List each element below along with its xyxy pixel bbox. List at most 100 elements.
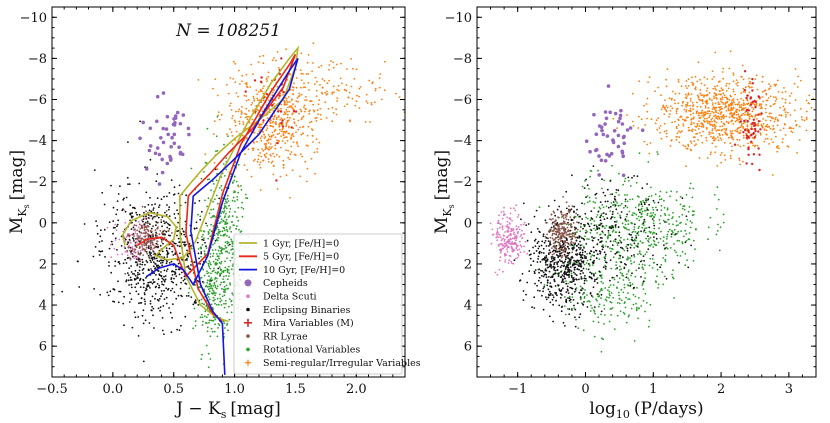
data-point: [287, 96, 290, 98]
data-point: [573, 307, 576, 309]
data-point: [168, 228, 171, 230]
data-point: [632, 293, 635, 296]
data-point: [538, 268, 541, 271]
data-point: [691, 210, 694, 213]
data-point: [611, 247, 613, 250]
data-point: [277, 115, 280, 118]
data-point: [217, 327, 219, 329]
data-point: [549, 242, 551, 245]
data-point: [553, 244, 556, 247]
data-point: [622, 291, 625, 294]
data-point: [193, 261, 196, 264]
data-point: [581, 202, 583, 205]
data-point: [683, 235, 685, 238]
data-point: [603, 304, 606, 307]
data-point: [114, 239, 117, 241]
data-point: [265, 152, 268, 155]
data-point: [231, 256, 234, 259]
data-point: [721, 98, 724, 100]
legend-dot-marker: [246, 307, 250, 312]
data-point: [278, 155, 281, 158]
data-point: [210, 216, 213, 219]
data-point: [567, 282, 569, 285]
data-point: [250, 63, 253, 66]
data-point: [668, 214, 670, 216]
data-point: [604, 245, 607, 248]
data-point: [212, 284, 215, 287]
data-point: [729, 142, 732, 145]
data-point: [613, 328, 616, 330]
data-point: [141, 258, 144, 261]
left-xtick-label: 0.0: [103, 382, 124, 397]
data-point: [565, 201, 568, 204]
data-point: [687, 85, 690, 87]
data-point: [769, 85, 772, 88]
data-point: [732, 138, 735, 141]
data-point: [581, 253, 584, 256]
data-point: [732, 80, 735, 83]
data-point: [721, 71, 724, 73]
data-point: [583, 203, 586, 205]
data-point: [226, 311, 229, 314]
data-point: [506, 248, 508, 251]
data-point: [295, 141, 298, 144]
data-point: [501, 228, 504, 231]
data-point: [264, 146, 267, 149]
data-point: [712, 87, 715, 90]
data-point: [631, 214, 633, 216]
isochrone-2: [136, 53, 297, 323]
data-point: [231, 292, 234, 294]
data-point: [518, 248, 521, 251]
data-point: [243, 164, 246, 167]
data-point: [547, 296, 550, 299]
data-point: [374, 101, 376, 104]
data-point: [208, 298, 211, 301]
data-point: [632, 287, 635, 289]
data-point: [134, 207, 136, 210]
data-point: [610, 301, 613, 304]
data-point: [564, 258, 567, 261]
data-point: [578, 235, 581, 238]
data-point: [615, 191, 618, 194]
data-point: [213, 198, 216, 201]
data-point: [597, 321, 600, 324]
data-point: [190, 167, 193, 170]
data-point: [710, 135, 712, 138]
data-point: [205, 284, 208, 287]
data-point: [620, 288, 623, 291]
data-point: [240, 185, 242, 187]
data-point: [303, 104, 306, 107]
data-point: [545, 276, 548, 279]
data-point: [641, 263, 644, 266]
data-point: [189, 268, 192, 270]
data-point: [554, 272, 556, 275]
data-point: [253, 131, 256, 134]
data-point: [497, 244, 500, 246]
data-point: [281, 125, 285, 128]
data-point: [744, 114, 746, 116]
data-point: [606, 217, 609, 220]
data-point: [151, 269, 153, 272]
data-point: [168, 158, 173, 162]
data-point: [553, 232, 556, 235]
data-point: [211, 215, 214, 218]
data-point: [537, 258, 539, 260]
data-point: [221, 210, 224, 213]
data-point: [638, 80, 641, 83]
data-point: [152, 235, 155, 238]
data-point: [100, 229, 102, 232]
data-point: [604, 255, 607, 258]
data-point: [240, 206, 243, 209]
data-point: [696, 124, 699, 127]
data-point: [721, 128, 723, 131]
data-point: [218, 293, 221, 296]
data-point: [568, 295, 571, 298]
data-point: [614, 198, 617, 201]
data-point: [584, 212, 587, 215]
data-point: [161, 317, 164, 319]
data-point: [791, 131, 794, 134]
data-point: [708, 110, 711, 113]
data-point: [226, 201, 228, 204]
data-point: [230, 230, 233, 233]
data-point: [525, 293, 527, 296]
